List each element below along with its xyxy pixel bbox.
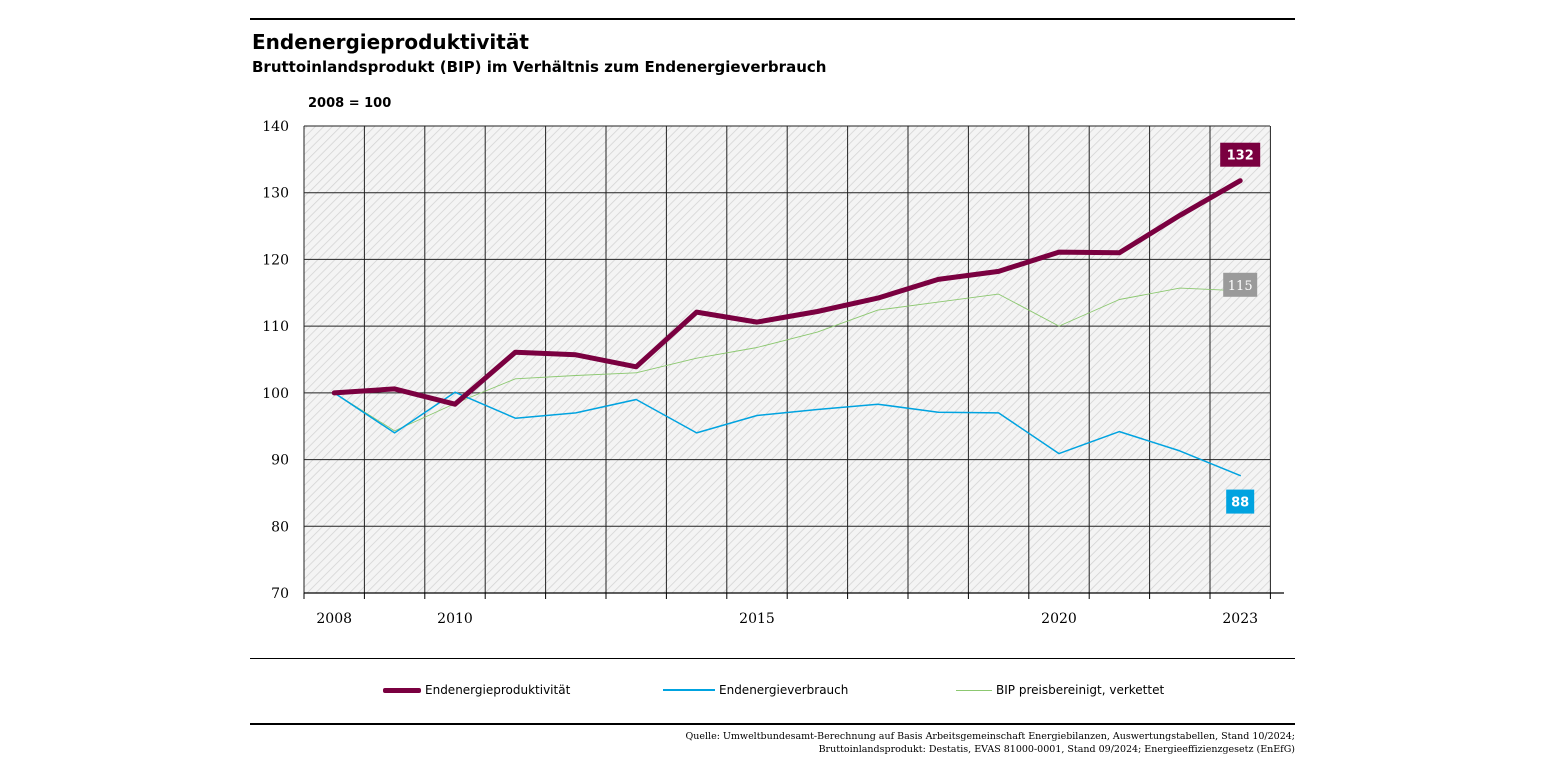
chart-title: Endenergieproduktivität [252, 30, 529, 54]
index-base-label: 2008 = 100 [308, 96, 392, 111]
y-tick-label-80: 80 [271, 519, 289, 535]
end-label-text-2: 115 [1228, 279, 1253, 294]
legend-label-productivity: Endenergieproduktivität [425, 683, 571, 697]
source-line-1: Quelle: Umweltbundesamt-Berechnung auf B… [685, 731, 1295, 742]
legend-swatch-productivity [383, 687, 421, 693]
x-tick-label-2023: 2023 [1222, 611, 1258, 627]
y-tick-label-140: 140 [262, 119, 289, 135]
series-line-2 [333, 287, 1241, 432]
y-tick-label-120: 120 [262, 252, 289, 268]
end-labels: 132 88 115 [1220, 142, 1261, 514]
series-line-0 [331, 178, 1243, 407]
legend-item-gdp: BIP preisbereinigt, verkettet [956, 683, 1164, 697]
series-line-1 [333, 391, 1241, 477]
y-tick-label-90: 90 [271, 453, 289, 469]
legend-item-consumption: Endenergieverbrauch [663, 683, 848, 697]
legend-label-consumption: Endenergieverbrauch [719, 683, 849, 697]
x-tick-label-2020: 2020 [1041, 611, 1077, 627]
source-note: Quelle: Umweltbundesamt-Berechnung auf B… [685, 730, 1295, 756]
x-tick-label-2015: 2015 [739, 611, 775, 627]
end-label-box-1 [1226, 489, 1255, 514]
legend-label-gdp: BIP preisbereinigt, verkettet [996, 683, 1165, 697]
end-label-text-1: 88 [1231, 496, 1249, 511]
bottom-rule [250, 723, 1295, 725]
top-rule [250, 18, 1295, 20]
x-tick-label-2010: 2010 [437, 611, 473, 627]
end-label-box-0 [1220, 142, 1261, 167]
legend-swatch-consumption [663, 689, 715, 691]
y-tick-label-110: 110 [262, 319, 289, 335]
legend-swatch-gdp [956, 689, 992, 691]
end-label-text-0: 132 [1227, 149, 1254, 164]
y-tick-label-70: 70 [271, 586, 289, 602]
x-tick-label-2008: 2008 [316, 611, 352, 627]
y-tick-label-130: 130 [262, 186, 289, 202]
y-tick-label-100: 100 [262, 386, 289, 402]
end-label-box-2 [1223, 272, 1258, 297]
axes: 70 80 90 100 110 120 130 140 2008 2010 2015 2020 202… [262, 119, 1284, 627]
chart-subtitle: Bruttoinlandsprodukt (BIP) im Verhältnis… [252, 58, 827, 76]
legend-top-rule [250, 658, 1295, 659]
series-lines [331, 178, 1243, 477]
source-line-2: Bruttoinlandsprodukt: Destatis, EVAS 810… [818, 744, 1295, 755]
line-chart: 70 80 90 100 110 120 130 140 2008 2010 2015 2020 202… [262, 119, 1284, 627]
legend-item-productivity: Endenergieproduktivität [383, 683, 570, 697]
